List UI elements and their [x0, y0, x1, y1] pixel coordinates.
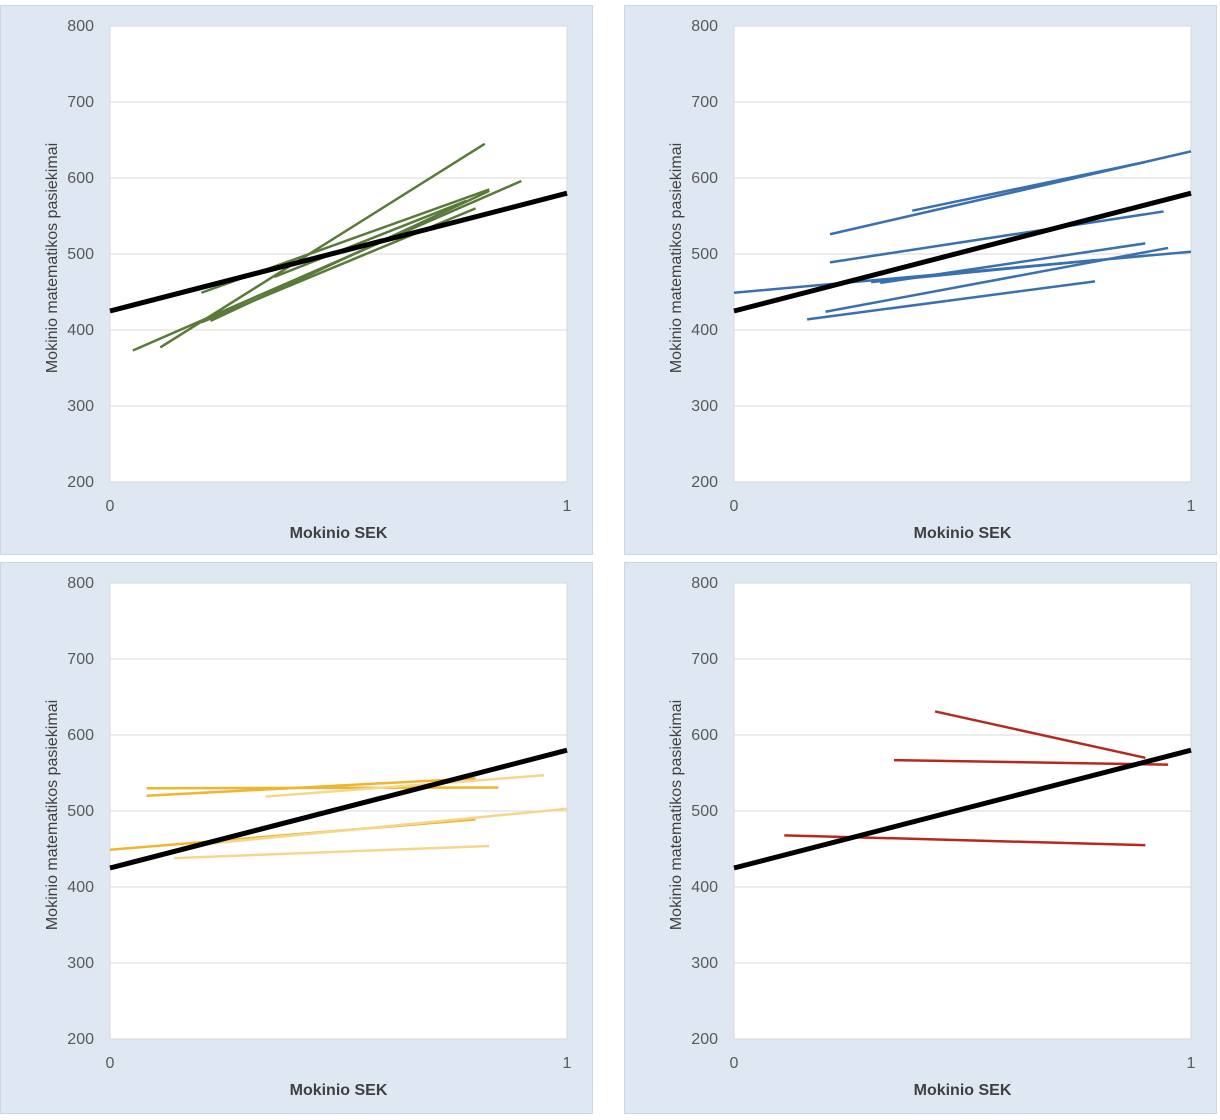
series-line [893, 758, 1169, 766]
x-axis-label: Mokinio SEK [914, 1082, 1012, 1099]
average-line [109, 747, 568, 871]
x-tick-label: 0 [106, 498, 115, 515]
y-tick-label: 200 [691, 474, 718, 491]
y-tick-label: 200 [67, 474, 94, 491]
x-tick-label: 0 [730, 1055, 739, 1072]
y-tick-label: 500 [67, 246, 94, 263]
chart-panel-blue: 200 300 400 500 600 700 800 0 1 Mokinio SEK Mokini… [624, 5, 1217, 555]
y-tick-label: 600 [67, 170, 94, 187]
x-tick-label: 1 [1187, 1055, 1196, 1072]
average-line [109, 190, 568, 314]
y-tick-label: 400 [67, 879, 94, 896]
x-axis-label: Mokinio SEK [290, 1082, 388, 1099]
series-line [934, 710, 1146, 760]
y-tick-label: 700 [691, 651, 718, 668]
y-tick-label: 800 [67, 575, 94, 592]
series-line [911, 160, 1146, 212]
series-line [829, 210, 1164, 264]
y-tick-label: 300 [691, 398, 718, 415]
y-tick-label: 800 [67, 18, 94, 35]
x-tick-label: 0 [730, 498, 739, 515]
chart-svg: 200 300 400 500 600 700 800 0 1 Mokinio SEK Mokini… [668, 18, 1196, 542]
y-tick-label: 600 [691, 170, 718, 187]
series-line [825, 246, 1169, 313]
series-line [192, 807, 568, 847]
y-tick-label: 200 [691, 1031, 718, 1048]
y-tick-label: 500 [691, 246, 718, 263]
y-tick-label: 600 [691, 727, 718, 744]
series-line [146, 777, 476, 798]
chart-panel-green: 200 300 400 500 600 700 800 0 1 Mokinio SEK Mokini… [0, 5, 593, 555]
y-tick-label: 700 [67, 651, 94, 668]
x-tick-label: 1 [1187, 498, 1196, 515]
y-axis-label: Mokinio matematikos pasiekimai [44, 143, 61, 373]
y-tick-label: 400 [67, 322, 94, 339]
y-tick-label: 400 [691, 322, 718, 339]
x-tick-label: 0 [106, 1055, 115, 1072]
x-axis-label: Mokinio SEK [914, 525, 1012, 542]
y-axis-label: Mokinio matematikos pasiekimai [668, 700, 685, 930]
series-line [265, 774, 545, 798]
x-axis-label: Mokinio SEK [290, 525, 388, 542]
x-tick-label: 1 [563, 498, 572, 515]
y-tick-label: 800 [691, 18, 718, 35]
series-line [274, 199, 467, 278]
x-tick-label: 1 [563, 1055, 572, 1072]
y-tick-label: 500 [691, 803, 718, 820]
y-tick-label: 200 [67, 1031, 94, 1048]
series-line [173, 844, 490, 860]
y-tick-label: 300 [67, 398, 94, 415]
y-tick-label: 700 [67, 94, 94, 111]
y-axis-label: Mokinio matematikos pasiekimai [668, 143, 685, 373]
series-line [159, 142, 486, 349]
chart-panel-red: 200 300 400 500 600 700 800 0 1 Mokinio SEK Mokini… [624, 562, 1217, 1114]
y-tick-label: 400 [691, 879, 718, 896]
chart-svg: 200 300 400 500 600 700 800 0 1 Mokinio SEK Mokini… [668, 575, 1196, 1099]
chart-svg: 200 300 400 500 600 700 800 0 1 Mokinio SEK Mokini… [44, 18, 572, 542]
series-line [870, 258, 1096, 284]
series-line [806, 280, 1096, 321]
chart-svg: 200 300 400 500 600 700 800 0 1 Mokinio SEK Mokini… [44, 575, 572, 1099]
y-axis-label: Mokinio matematikos pasiekimai [44, 700, 61, 930]
y-tick-label: 300 [67, 955, 94, 972]
series-line [210, 189, 490, 323]
y-tick-label: 700 [691, 94, 718, 111]
average-line [733, 190, 1192, 314]
y-tick-label: 600 [67, 727, 94, 744]
y-tick-label: 300 [691, 955, 718, 972]
series-line [146, 786, 499, 790]
average-line [733, 747, 1192, 871]
y-tick-label: 800 [691, 575, 718, 592]
y-tick-label: 500 [67, 803, 94, 820]
chart-panel-yellow: 200 300 400 500 600 700 800 0 1 Mokinio SEK Mokini… [0, 562, 593, 1114]
